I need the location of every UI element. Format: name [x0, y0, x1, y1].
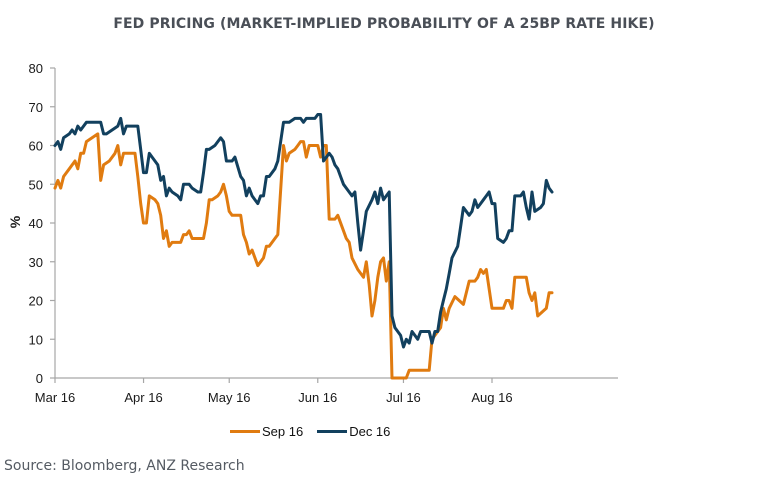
legend-swatch-dec16 — [317, 430, 348, 433]
legend-label-dec16: Dec 16 — [349, 424, 391, 439]
x-tick-label: Aug 16 — [471, 390, 512, 405]
y-tick-label: 10 — [29, 332, 43, 347]
series-layer — [53, 113, 554, 380]
x-axis: Mar 16 Apr 16 May 16 Jun 16 Jul 16 Aug 16 — [35, 377, 618, 405]
series-line-dec16 — [53, 113, 554, 349]
legend-label-sep16: Sep 16 — [262, 424, 304, 439]
y-tick-label: 20 — [29, 294, 43, 309]
y-tick-label: 30 — [29, 255, 43, 270]
x-tick-label: Apr 16 — [124, 390, 162, 405]
chart-title: FED PRICING (MARKET-IMPLIED PROBABILITY … — [113, 16, 655, 32]
legend-swatch-sep16 — [230, 430, 260, 433]
y-tick-label: 50 — [29, 177, 43, 192]
source-note: Source: Bloomberg, ANZ Research — [4, 458, 245, 474]
x-tick-label: Mar 16 — [35, 390, 75, 405]
series-line-sep16 — [53, 132, 554, 380]
legend-item-sep16[interactable]: Sep 16 — [230, 424, 303, 439]
legend-item-dec16[interactable]: Dec 16 — [317, 424, 390, 439]
y-axis-label: % — [7, 215, 23, 228]
y-axis: 0 10 20 30 40 50 60 70 80 — [29, 61, 56, 386]
x-tick-label: Jul 16 — [386, 390, 421, 405]
y-tick-label: 70 — [29, 100, 43, 115]
y-tick-label: 0 — [36, 371, 43, 386]
x-tick-label: May 16 — [208, 390, 251, 405]
legend: Sep 16 Dec 16 — [230, 424, 404, 439]
x-tick-label: Jun 16 — [298, 390, 337, 405]
y-tick-label: 80 — [29, 61, 43, 76]
y-tick-label: 60 — [29, 139, 43, 154]
y-tick-label: 40 — [29, 216, 43, 231]
